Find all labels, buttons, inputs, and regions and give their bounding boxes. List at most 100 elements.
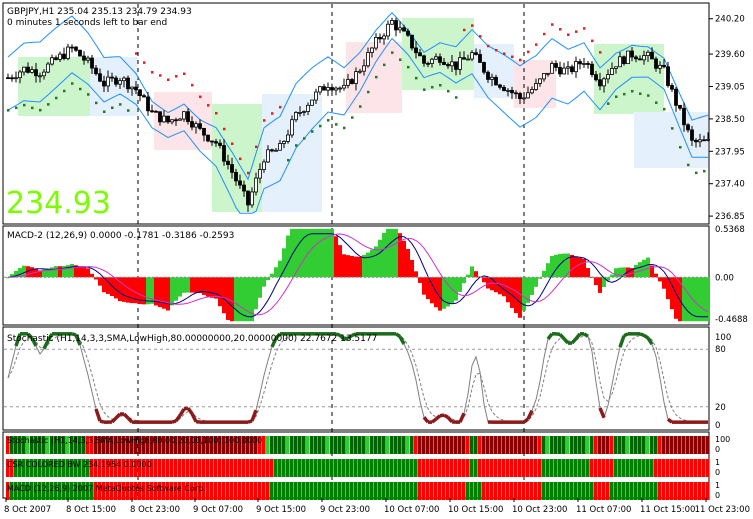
stoch-overbought-segment: [546, 332, 554, 341]
heat-cell: [326, 482, 330, 500]
psar-dot: [391, 51, 394, 54]
stoch-oversold-segment: [439, 413, 445, 418]
macd-bar: [650, 265, 654, 278]
candle-body: [214, 141, 218, 144]
macd-lines: [4, 233, 709, 318]
macd-bar: [170, 277, 174, 306]
heat-cell: [358, 436, 362, 454]
heat-cell: [106, 459, 110, 477]
heat-cell: [258, 482, 262, 500]
psar-dot: [135, 52, 138, 55]
heat-cell: [110, 436, 114, 454]
macd-bar: [374, 246, 378, 278]
candle-body: [610, 68, 614, 75]
candle-body: [694, 139, 698, 143]
heat-cell: [162, 482, 166, 500]
candle-body: [58, 53, 62, 60]
heat-cell: [330, 459, 334, 477]
heat-cell: [150, 459, 154, 477]
heat-cell: [294, 436, 298, 454]
candle-body: [62, 53, 66, 59]
stoch-oversold-segment: [598, 407, 606, 419]
macd-bar: [302, 228, 306, 278]
candle-body: [626, 50, 630, 65]
heat-cell: [266, 482, 270, 500]
heat-cell: [150, 436, 154, 454]
heat-cell: [226, 482, 230, 500]
stoch-oversold-segment: [186, 407, 194, 415]
heat-cell: [338, 482, 342, 500]
heat-cell: [590, 436, 594, 454]
heat-cell: [210, 459, 214, 477]
heat-cell: [498, 436, 502, 454]
heat-cell: [22, 482, 26, 500]
heat-cell: [606, 436, 610, 454]
candle-body: [166, 115, 170, 123]
heat-cell: [406, 459, 410, 477]
psar-dot: [95, 101, 98, 105]
macd-bar: [586, 268, 590, 278]
psar-dot: [47, 103, 50, 106]
heat-cell: [446, 482, 450, 500]
heat-cell: [686, 459, 690, 477]
candle-body: [270, 149, 274, 152]
psar-dot: [703, 169, 706, 173]
psar-dot: [503, 52, 506, 55]
macd-bar: [42, 269, 46, 278]
heat-cell: [162, 436, 166, 454]
heat-cell: [622, 482, 626, 500]
heat-cell: [154, 436, 158, 454]
macd-bar: [638, 262, 642, 278]
heat-cell: [646, 459, 650, 477]
heat-cell: [274, 482, 278, 500]
macd-bar: [362, 254, 366, 278]
heat-cell: [586, 436, 590, 454]
heat-cell: [290, 482, 294, 500]
macd-bar: [58, 266, 62, 278]
macd-bar: [522, 277, 526, 311]
stoch-title: Stochastic (H1,14,3,3,SMA,LowHigh,80.000…: [7, 334, 377, 344]
psar-dot: [567, 33, 570, 36]
heat-cell: [230, 482, 234, 500]
candle-body: [86, 57, 90, 61]
macd-bar: [274, 267, 278, 278]
macd-bar: [614, 268, 618, 278]
heat-cell: [22, 436, 26, 454]
psar-dot: [415, 76, 418, 80]
macd-bar: [282, 248, 286, 278]
candle-body: [562, 67, 566, 75]
heat-cell: [554, 482, 558, 500]
candle-body: [650, 51, 654, 60]
heat-cell: [254, 436, 258, 454]
heat-cell: [530, 436, 534, 454]
psar-dot: [639, 92, 642, 95]
heat-cell: [426, 459, 430, 477]
heat-cell: [402, 482, 406, 500]
heat-cell: [122, 436, 126, 454]
heat-cell: [350, 436, 354, 454]
heat-cell: [518, 436, 522, 454]
heat-cell: [678, 459, 682, 477]
candle-body: [198, 123, 202, 129]
upper-band: [7, 12, 709, 181]
heat-cell: [614, 459, 618, 477]
macd-bar: [666, 277, 670, 300]
candle-body: [290, 119, 294, 136]
heat-cell: [194, 482, 198, 500]
x-tick-label: 10 Oct 23:00: [512, 505, 567, 515]
symbol-line: GBPJPY,H1 235.04 235.13 234.79 234.93: [7, 7, 192, 17]
macd-bar: [406, 248, 410, 278]
psar-dot: [255, 145, 258, 149]
candle-body: [278, 143, 282, 151]
psar-dot: [279, 105, 282, 109]
heat-cell: [202, 459, 206, 477]
heat-cell: [638, 436, 642, 454]
heat-cell: [434, 459, 438, 477]
macd-bar: [618, 267, 622, 278]
heat-cell: [282, 482, 286, 500]
heat-cell: [174, 459, 178, 477]
macd-bar: [454, 277, 458, 301]
macd-bar: [146, 277, 150, 305]
psar-dot: [223, 127, 226, 131]
psar-dot: [687, 163, 690, 167]
